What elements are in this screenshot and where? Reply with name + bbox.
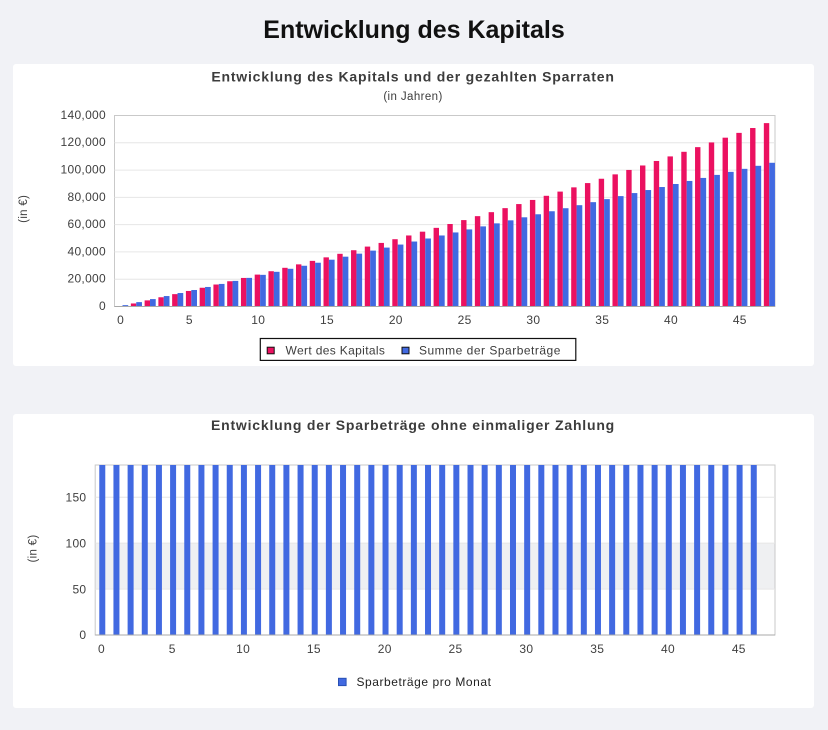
svg-text:10: 10 <box>236 642 250 656</box>
svg-text:35: 35 <box>595 313 609 327</box>
svg-text:30: 30 <box>526 313 540 327</box>
svg-text:45: 45 <box>732 642 746 656</box>
svg-text:(in €): (in €) <box>18 195 30 223</box>
svg-text:30: 30 <box>519 642 533 656</box>
svg-text:5: 5 <box>169 642 176 656</box>
svg-text:50: 50 <box>72 582 86 596</box>
svg-text:100,000: 100,000 <box>61 163 107 177</box>
svg-text:Sparbeträge pro Monat: Sparbeträge pro Monat <box>357 675 492 689</box>
svg-text:60,000: 60,000 <box>67 217 106 231</box>
svg-text:Entwicklung des Kapitals und d: Entwicklung des Kapitals und der gezahlt… <box>211 69 614 85</box>
svg-text:120,000: 120,000 <box>61 135 107 149</box>
svg-text:15: 15 <box>307 642 321 656</box>
svg-text:0: 0 <box>99 299 106 313</box>
svg-text:20: 20 <box>389 313 403 327</box>
svg-text:40,000: 40,000 <box>67 244 106 258</box>
svg-text:Wert des Kapitals: Wert des Kapitals <box>286 343 386 357</box>
svg-text:0: 0 <box>79 628 86 642</box>
svg-text:100: 100 <box>65 536 86 550</box>
svg-text:(in €): (in €) <box>28 534 40 562</box>
svg-text:Summe der Sparbeträge: Summe der Sparbeträge <box>419 343 561 357</box>
svg-text:(in Jahren): (in Jahren) <box>383 91 442 103</box>
svg-text:5: 5 <box>186 313 193 327</box>
svg-text:25: 25 <box>458 313 472 327</box>
svg-text:10: 10 <box>251 313 265 327</box>
svg-text:45: 45 <box>733 313 747 327</box>
svg-text:15: 15 <box>320 313 334 327</box>
svg-text:20: 20 <box>378 642 392 656</box>
svg-text:Entwicklung der Sparbeträge oh: Entwicklung der Sparbeträge ohne einmali… <box>211 417 615 433</box>
svg-text:0: 0 <box>98 642 105 656</box>
svg-text:25: 25 <box>449 642 463 656</box>
svg-text:140,000: 140,000 <box>61 108 107 122</box>
svg-text:150: 150 <box>65 490 86 504</box>
svg-text:35: 35 <box>590 642 604 656</box>
svg-text:40: 40 <box>661 642 675 656</box>
svg-text:80,000: 80,000 <box>67 190 106 204</box>
svg-text:0: 0 <box>117 313 124 327</box>
svg-text:20,000: 20,000 <box>67 272 106 286</box>
svg-text:40: 40 <box>664 313 678 327</box>
